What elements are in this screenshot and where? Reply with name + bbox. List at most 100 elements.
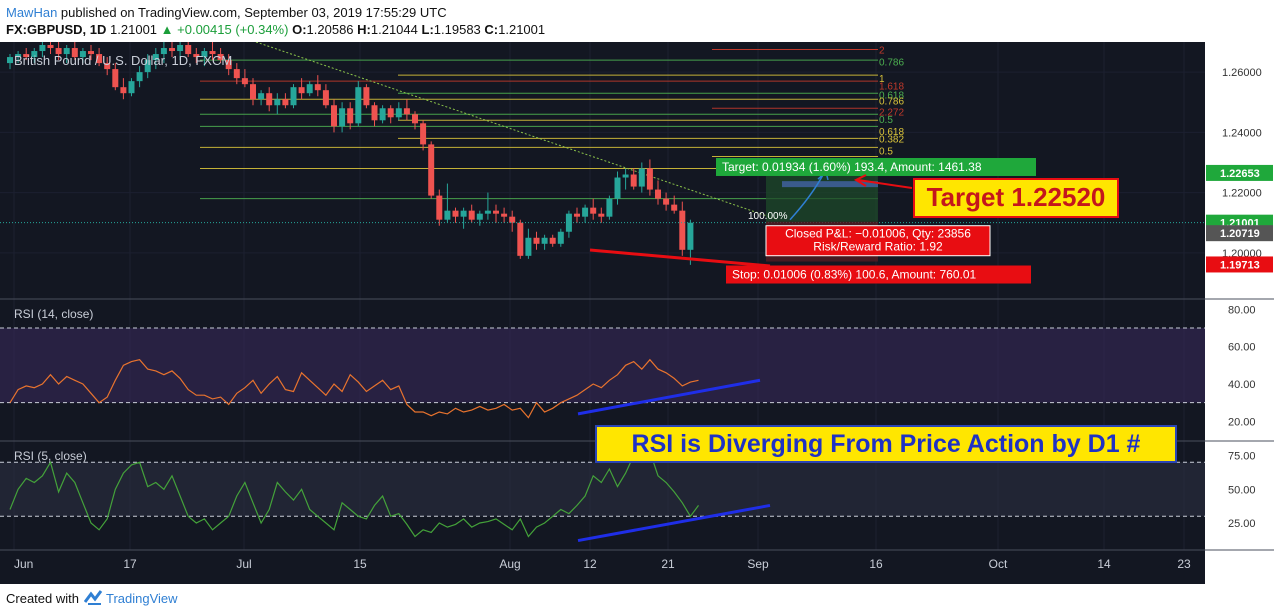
candle-body [185, 45, 192, 55]
candle-body [39, 45, 46, 52]
candle-body [622, 174, 629, 178]
time-tick-label: Jul [236, 557, 251, 571]
candle-body [209, 51, 216, 55]
candle-body [501, 213, 508, 217]
time-tick-label: 23 [1177, 557, 1191, 571]
candle-body [533, 237, 540, 244]
candle-body [152, 54, 159, 61]
candle-body [15, 54, 22, 58]
open-label: O: [292, 22, 307, 37]
candle-body [517, 222, 524, 256]
candle-body [525, 237, 532, 256]
fib-level-label: 0.382 [879, 134, 904, 145]
fib-level-label: 0.5 [879, 115, 893, 126]
candle-body [590, 207, 597, 214]
stop-label: Stop: 0.01006 (0.83%) 100.6, Amount: 760… [732, 268, 977, 282]
time-tick-label: Sep [747, 557, 769, 571]
target-callout-arrowhead-icon [853, 174, 867, 187]
candle-body [428, 144, 435, 196]
price-lows-line [589, 248, 771, 268]
last-price: 1.21001 [110, 22, 158, 37]
candle-body [201, 51, 208, 58]
rsi5-band [0, 462, 1205, 517]
symbol-label: FX:GBPUSD, 1D [6, 22, 107, 37]
price-marker-label: 1.20719 [1220, 228, 1260, 240]
candle-body [128, 81, 135, 94]
pnl-line1: Closed P&L: −0.01006, Qty: 23856 [785, 227, 971, 241]
candle-body [484, 210, 491, 214]
symbol-line: FX:GBPUSD, 1D 1.21001 ▲ +0.00415 (+0.34%… [6, 22, 545, 37]
price-tick-label: 1.26000 [1222, 67, 1262, 79]
candle-body [31, 51, 38, 58]
chart-title: British Pound / U.S. Dollar, 1D, FXCM [14, 53, 232, 68]
fib-level-label: 2.272 [879, 107, 904, 118]
time-tick-label: Oct [989, 557, 1008, 571]
candle-body [509, 216, 516, 223]
candle-body [436, 195, 443, 220]
rsi5-tick-label: 50.00 [1228, 484, 1256, 496]
target-callout-text: Target 1.22520 [927, 182, 1106, 212]
candle-body [104, 63, 111, 70]
high-value: 1.21044 [370, 22, 418, 37]
tradingview-brand[interactable]: TradingView [106, 591, 178, 606]
candle-body [96, 54, 103, 64]
candle-body [638, 168, 645, 187]
candle-body [460, 210, 467, 217]
candle-body [79, 51, 86, 58]
entry-band [782, 181, 878, 188]
rsi14-tick-label: 20.00 [1228, 416, 1256, 428]
candle-body [314, 84, 321, 91]
fib-level-label: 0.5 [879, 146, 893, 157]
candle-body [582, 207, 589, 217]
candle-body [120, 87, 127, 94]
candle-body [306, 84, 313, 94]
time-tick-label: 15 [353, 557, 367, 571]
rsi14-line [9, 358, 699, 419]
rsi5-tick-label: 75.00 [1228, 451, 1256, 463]
candle-body [241, 78, 248, 85]
pnl-line2: Risk/Reward Ratio: 1.92 [813, 240, 943, 254]
candle-body [88, 51, 94, 55]
tradingview-logo-icon [84, 590, 103, 605]
rsi14-tick-label: 60.00 [1228, 342, 1256, 354]
price-axis-panel [1205, 42, 1274, 584]
rsi5-tick-label: 25.00 [1228, 518, 1256, 530]
time-tick-label: 12 [583, 557, 597, 571]
created-with-text: Created with [6, 591, 79, 606]
candle-body [387, 108, 394, 118]
price-marker-label: 1.19713 [1220, 259, 1260, 271]
candle-body [452, 210, 459, 217]
time-tick-label: 14 [1097, 557, 1111, 571]
price-marker-box [1206, 256, 1273, 273]
target-callout-arrow [857, 179, 913, 189]
fib-level-label: 0.618 [879, 127, 904, 138]
candle-body [217, 54, 224, 61]
time-tick-label: Jun [14, 557, 33, 571]
rsi5-line [9, 450, 699, 538]
candle-body [55, 48, 62, 55]
candle-body [565, 213, 572, 232]
candle-body [136, 72, 143, 82]
candle-body [468, 210, 475, 220]
price-marker-box [1206, 225, 1273, 242]
fib-level-label-top: 2 [879, 46, 885, 57]
chart-canvas[interactable]: 0.78611.6180.6180.7862.2720.50.6180.3820… [0, 42, 1274, 584]
candle-body [663, 198, 670, 205]
candle-body [420, 123, 427, 145]
candle-body [614, 177, 621, 199]
publish-line: MawHan published on TradingView.com, Sep… [6, 5, 447, 20]
candle-body [412, 114, 418, 124]
candle-body [71, 48, 78, 58]
rsi5-divergence-line [577, 503, 771, 543]
price-marker-box [1206, 164, 1273, 181]
author-link[interactable]: MawHan [6, 5, 58, 20]
candle-body [266, 93, 273, 106]
projection-arrow [789, 172, 825, 221]
candle-body [322, 90, 329, 106]
price-tick-label: 1.24000 [1222, 127, 1262, 139]
candle-body [403, 108, 410, 115]
candle-body [339, 108, 346, 127]
candle-body [169, 48, 175, 52]
candle-body [549, 237, 556, 244]
candle-body [476, 213, 483, 220]
